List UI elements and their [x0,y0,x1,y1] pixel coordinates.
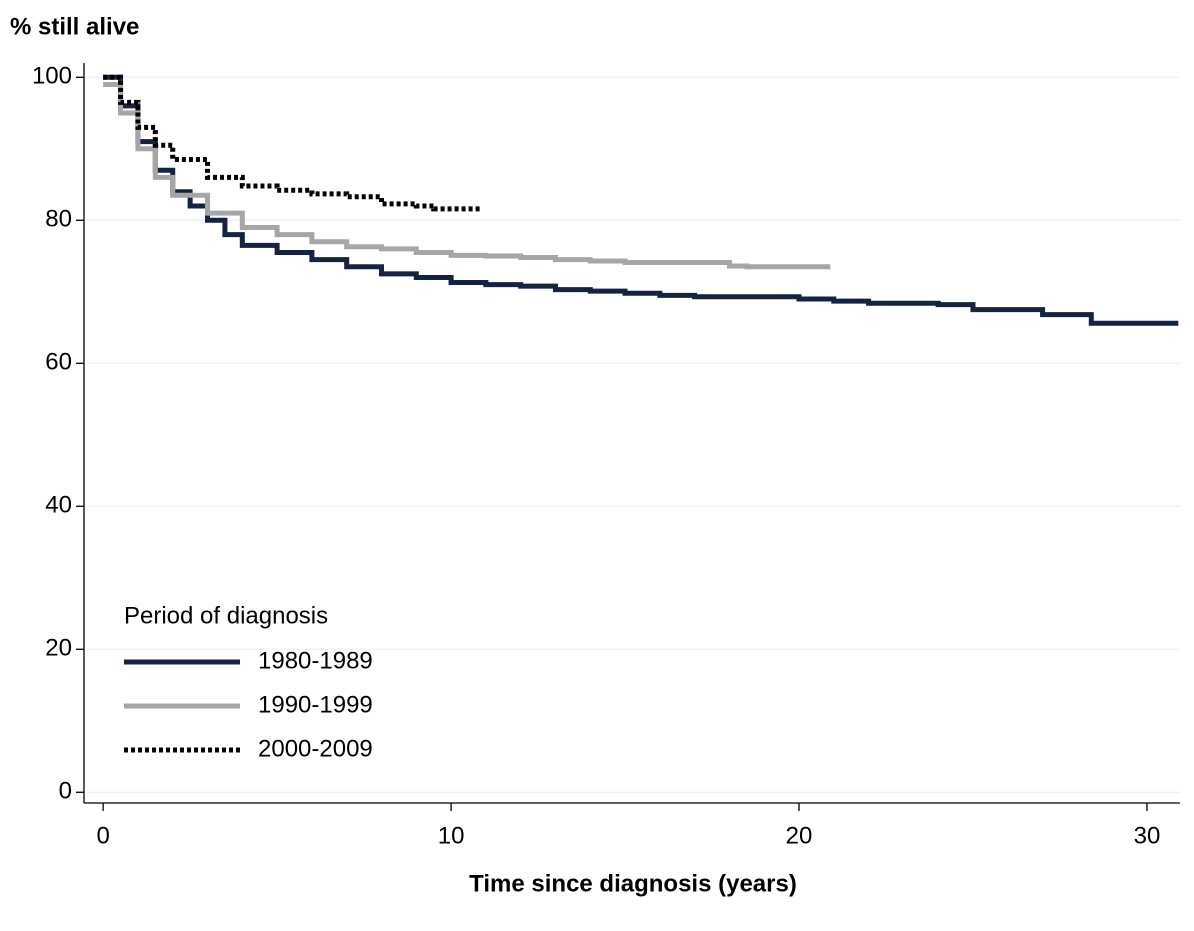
x-tick-label: 30 [1134,822,1161,849]
y-tick-label: 0 [59,778,72,805]
legend-label: 1980-1989 [258,647,373,674]
legend-label: 2000-2009 [258,735,373,762]
y-axis-title: % still alive [10,13,139,40]
y-tick-label: 60 [45,349,72,376]
x-tick-label: 0 [96,822,109,849]
legend-label: 1990-1999 [258,691,373,718]
survival-curve [103,81,831,270]
survival-curve [103,74,483,212]
y-tick-label: 40 [45,492,72,519]
x-axis-title: Time since diagnosis (years) [469,870,797,897]
y-tick-label: 100 [32,63,72,90]
x-tick-label: 20 [786,822,813,849]
y-tick-label: 80 [45,206,72,233]
legend-title: Period of diagnosis [124,602,328,629]
survival-curve [103,74,1179,326]
y-tick-label: 20 [45,635,72,662]
x-tick-label: 10 [438,822,465,849]
